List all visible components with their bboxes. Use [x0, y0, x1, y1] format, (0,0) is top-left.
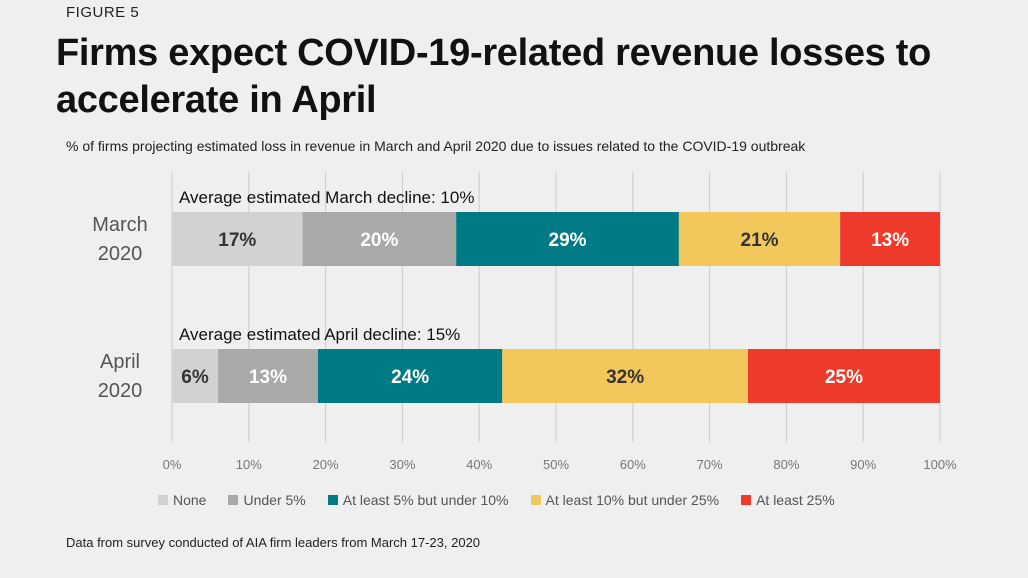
data-label: 13%	[871, 230, 909, 251]
legend-swatch	[530, 495, 541, 505]
x-tick-label: 40%	[466, 457, 492, 472]
data-label: 21%	[741, 230, 779, 251]
bar-segment	[172, 349, 219, 403]
data-label: 6%	[181, 367, 209, 388]
x-tick-label: 80%	[773, 457, 799, 472]
source-note: Data from survey conducted of AIA firm l…	[66, 535, 481, 550]
x-tick-label: 20%	[313, 457, 339, 472]
legend-item: Under 5%	[228, 492, 306, 508]
legend-label: At least 10% but under 25%	[545, 492, 720, 508]
x-tick-label: 10%	[236, 457, 262, 472]
bar-segment	[678, 212, 841, 266]
bar-segment	[317, 349, 503, 403]
x-tick-label: 70%	[697, 457, 723, 472]
legend-item: None	[158, 492, 206, 508]
legend-label: At least 5% but under 10%	[342, 492, 509, 508]
x-tick-label: 50%	[543, 457, 569, 472]
x-tick-label: 0%	[163, 457, 182, 472]
bar-segment	[456, 212, 679, 266]
x-tick-label: 100%	[923, 457, 957, 472]
legend-label: None	[173, 492, 207, 508]
legend-swatch	[741, 495, 752, 505]
data-label: 17%	[218, 230, 256, 251]
x-tick-label: 30%	[389, 457, 415, 472]
bar-segment	[172, 212, 303, 266]
bar-segment	[748, 349, 940, 403]
legend-item: At least 5% but under 10%	[327, 492, 509, 508]
legend-swatch	[158, 495, 168, 505]
legend: None Under 5% At least 5% but under 10% At …	[158, 492, 857, 508]
category-label-line1: April	[100, 351, 140, 373]
average-decline-annotation: Average estimated April decline: 15%	[179, 325, 460, 344]
legend-label: At least 25%	[756, 492, 835, 508]
x-tick-label: 60%	[620, 457, 646, 472]
data-label: 29%	[549, 230, 587, 251]
category-label-line2: 2020	[98, 380, 143, 402]
bar-segment	[302, 212, 457, 266]
legend-swatch	[327, 495, 338, 505]
data-label: 32%	[606, 367, 644, 388]
figure-label: FIGURE 5	[66, 4, 140, 21]
chart-title: Firms expect COVID-19-related revenue lo…	[56, 32, 932, 121]
legend-swatch	[228, 495, 239, 505]
data-label: 20%	[360, 230, 398, 251]
legend-item: At least 25%	[741, 492, 835, 508]
data-label: 13%	[249, 367, 287, 388]
data-label: 24%	[391, 367, 429, 388]
average-decline-annotation: Average estimated March decline: 10%	[179, 188, 474, 207]
x-tick-label: 90%	[850, 457, 876, 472]
category-label-line2: 2020	[98, 243, 143, 265]
chart-subtitle: % of firms projecting estimated loss in …	[66, 138, 806, 154]
bar-segment	[840, 212, 940, 266]
legend-label: Under 5%	[243, 492, 306, 508]
bar-segment	[502, 349, 748, 403]
category-label-line1: March	[92, 214, 148, 236]
data-label: 25%	[825, 367, 863, 388]
legend-item: At least 10% but under 25%	[530, 492, 720, 508]
bar-segment	[218, 349, 318, 403]
